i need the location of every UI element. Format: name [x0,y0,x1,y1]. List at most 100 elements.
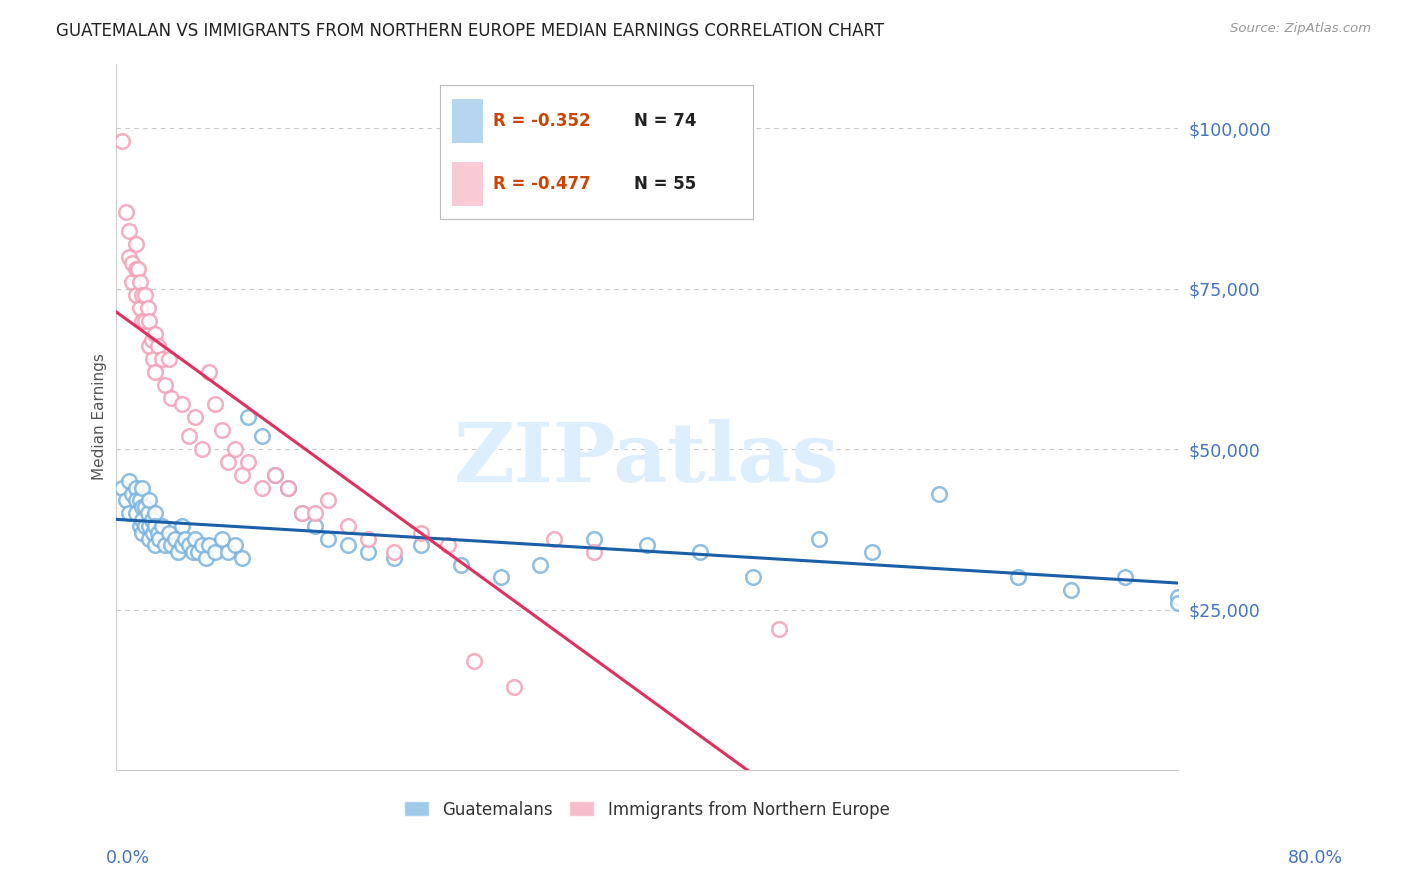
Point [121,487,143,501]
Y-axis label: Median Earnings: Median Earnings [93,353,107,481]
Point [741,570,763,584]
Point [304,519,326,533]
Point [115,493,138,508]
Point [238,455,260,469]
Point [768,622,790,636]
Point [928,487,950,501]
Point [128,519,150,533]
Point [145,506,167,520]
Point [111,481,134,495]
Point [409,538,432,552]
Point [250,481,273,495]
Point [127,262,149,277]
Point [128,275,150,289]
Point [157,525,180,540]
Point [218,455,240,469]
Point [160,538,183,552]
Point [211,532,233,546]
Point [231,467,253,482]
Point [204,545,226,559]
Point [118,224,141,238]
Point [218,545,240,559]
Point [277,481,299,495]
Point [134,519,156,533]
Point [194,551,217,566]
Point [384,551,406,566]
Point [211,423,233,437]
Point [142,525,165,540]
Point [131,525,153,540]
Point [131,500,153,514]
Point [191,442,214,456]
Legend: Guatemalans, Immigrants from Northern Europe: Guatemalans, Immigrants from Northern Eu… [396,794,896,825]
Point [145,538,167,552]
Point [409,525,432,540]
Point [636,538,658,552]
Point [1060,583,1083,598]
Point [224,442,246,456]
Point [860,545,883,559]
Point [124,506,146,520]
Point [177,429,200,443]
Text: Source: ZipAtlas.com: Source: ZipAtlas.com [1230,22,1371,36]
Point [146,525,169,540]
Point [118,474,141,488]
Point [173,532,195,546]
Point [170,397,193,411]
Point [250,429,273,443]
Text: 80.0%: 80.0% [1288,849,1343,867]
Point [463,654,485,668]
Point [124,288,146,302]
Point [145,519,167,533]
Point [1114,570,1136,584]
Point [231,551,253,566]
Point [165,532,187,546]
Point [1167,596,1189,610]
Point [1167,590,1189,604]
Point [141,333,163,347]
Point [115,204,138,219]
Point [177,538,200,552]
Point [170,538,193,552]
Point [150,352,173,367]
Point [124,481,146,495]
Point [160,391,183,405]
Point [138,339,160,353]
Point [204,397,226,411]
Point [264,467,287,482]
Point [141,513,163,527]
Point [187,545,209,559]
Point [145,326,167,341]
Point [336,538,359,552]
Point [336,519,359,533]
Point [136,301,159,315]
Point [450,558,472,572]
Point [128,301,150,315]
Point [134,288,156,302]
Text: 0.0%: 0.0% [105,849,149,867]
Point [582,532,605,546]
Point [138,532,160,546]
Point [384,545,406,559]
Point [131,481,153,495]
Point [134,314,156,328]
Point [503,680,526,694]
Point [131,513,153,527]
Point [131,314,153,328]
Point [264,467,287,482]
Point [111,134,134,148]
Point [118,506,141,520]
Point [543,532,565,546]
Point [128,493,150,508]
Point [184,410,207,425]
Point [489,570,512,584]
Point [582,545,605,559]
Point [153,378,176,392]
Point [124,493,146,508]
Point [138,314,160,328]
Point [153,538,176,552]
Point [170,519,193,533]
Point [529,558,551,572]
Point [145,365,167,379]
Point [290,506,312,520]
